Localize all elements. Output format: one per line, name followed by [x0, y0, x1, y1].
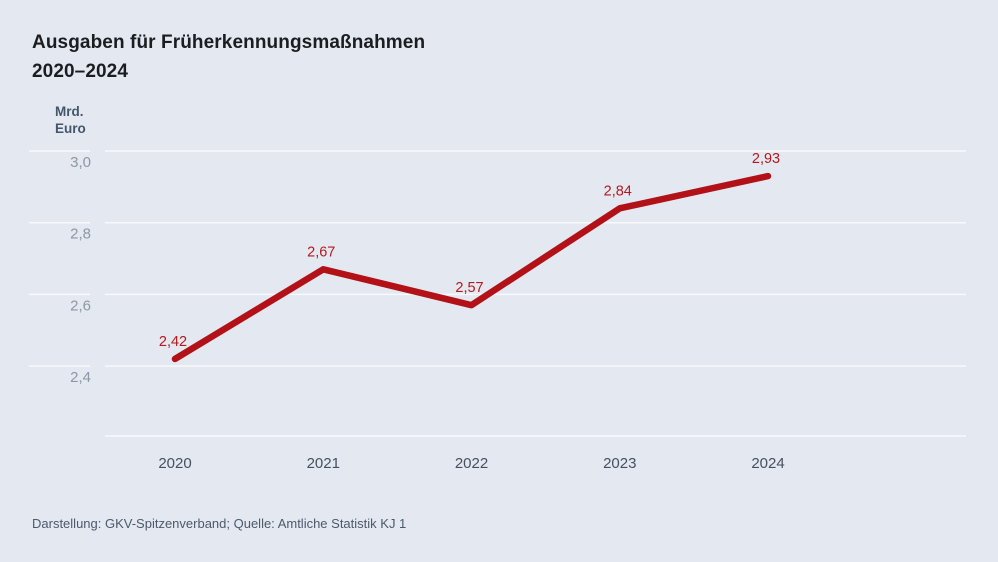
data-line — [171, 172, 772, 363]
chart-title-line2: 2020–2024 — [32, 61, 129, 82]
chart-title-line1: Ausgaben für Früherkennungsmaßnahmen — [32, 32, 426, 53]
y-tick-label: 2,6 — [70, 297, 91, 314]
data-point-label: 2,57 — [455, 280, 483, 296]
data-point-label: 2,42 — [159, 334, 187, 350]
x-tick-label: 2022 — [455, 455, 488, 472]
x-tick-label: 2020 — [158, 455, 191, 472]
data-point-label: 2,93 — [752, 151, 780, 167]
data-point-label: 2,84 — [604, 183, 632, 199]
y-axis-unit-label: Mrd. Euro — [55, 103, 86, 137]
source-note: Darstellung: GKV-Spitzenverband; Quelle:… — [32, 516, 407, 531]
x-tick-label: 2021 — [307, 455, 340, 472]
y-tick-label: 2,4 — [70, 369, 91, 386]
x-tick-label: 2023 — [603, 455, 636, 472]
data-point-label: 2,67 — [307, 244, 335, 260]
y-tick-label: 3,0 — [70, 154, 91, 171]
y-axis-unit-line1: Mrd. — [55, 104, 84, 119]
x-tick-label: 2024 — [751, 455, 784, 472]
y-axis-unit-line2: Euro — [55, 121, 86, 136]
chart-title: Ausgaben für Früherkennungsmaßnahmen 202… — [32, 28, 425, 86]
y-tick-label: 2,8 — [70, 226, 91, 243]
